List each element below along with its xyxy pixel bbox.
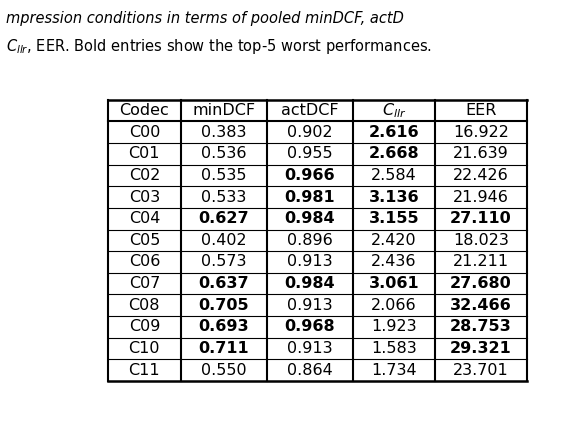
Text: 0.955: 0.955	[287, 146, 333, 161]
Text: Codec: Codec	[119, 103, 169, 118]
Text: C09: C09	[129, 319, 160, 335]
Text: 3.155: 3.155	[369, 211, 419, 226]
Text: 22.426: 22.426	[453, 168, 509, 183]
Text: 0.627: 0.627	[199, 211, 249, 226]
Text: 27.680: 27.680	[450, 276, 512, 291]
Text: 2.436: 2.436	[371, 255, 416, 270]
Text: 0.550: 0.550	[201, 363, 247, 378]
Text: C01: C01	[129, 146, 160, 161]
Text: 3.061: 3.061	[369, 276, 419, 291]
Text: 0.711: 0.711	[199, 341, 249, 356]
Text: 2.584: 2.584	[371, 168, 417, 183]
Text: mpression conditions in terms of pooled minDCF, actD: mpression conditions in terms of pooled …	[6, 11, 404, 26]
Text: 0.573: 0.573	[201, 255, 247, 270]
Text: 21.639: 21.639	[453, 146, 509, 161]
Text: 3.136: 3.136	[369, 190, 419, 205]
Text: 21.946: 21.946	[453, 190, 509, 205]
Text: minDCF: minDCF	[192, 103, 256, 118]
Text: 16.922: 16.922	[453, 125, 509, 140]
Text: $C_{llr}$, EER. Bold entries show the top-5 worst performances.: $C_{llr}$, EER. Bold entries show the to…	[6, 37, 432, 55]
Text: 0.533: 0.533	[201, 190, 247, 205]
Text: 27.110: 27.110	[450, 211, 512, 226]
Text: C00: C00	[129, 125, 160, 140]
Text: C02: C02	[129, 168, 160, 183]
Text: 2.616: 2.616	[369, 125, 419, 140]
Text: 2.066: 2.066	[371, 298, 417, 313]
Text: 0.966: 0.966	[285, 168, 335, 183]
Text: 1.923: 1.923	[371, 319, 417, 335]
Text: 0.693: 0.693	[199, 319, 249, 335]
Text: 0.896: 0.896	[287, 233, 333, 248]
Text: 0.864: 0.864	[287, 363, 333, 378]
Text: 0.536: 0.536	[201, 146, 247, 161]
Text: 1.583: 1.583	[371, 341, 417, 356]
Text: 21.211: 21.211	[453, 255, 509, 270]
Text: C03: C03	[129, 190, 160, 205]
Text: C08: C08	[129, 298, 160, 313]
Text: C10: C10	[129, 341, 160, 356]
Text: 0.902: 0.902	[287, 125, 333, 140]
Text: 32.466: 32.466	[450, 298, 512, 313]
Text: 29.321: 29.321	[450, 341, 512, 356]
Text: 2.668: 2.668	[369, 146, 419, 161]
Text: C07: C07	[129, 276, 160, 291]
Text: actDCF: actDCF	[281, 103, 339, 118]
Text: 0.535: 0.535	[201, 168, 247, 183]
Text: 23.701: 23.701	[453, 363, 509, 378]
Text: 0.705: 0.705	[199, 298, 249, 313]
Text: C06: C06	[129, 255, 160, 270]
Text: C05: C05	[129, 233, 160, 248]
Text: 0.402: 0.402	[201, 233, 247, 248]
Text: 0.913: 0.913	[287, 341, 333, 356]
Text: 0.637: 0.637	[199, 276, 249, 291]
Text: 0.984: 0.984	[285, 211, 335, 226]
Text: 0.968: 0.968	[285, 319, 335, 335]
Text: C04: C04	[129, 211, 160, 226]
Text: 0.981: 0.981	[285, 190, 335, 205]
Text: $C_{llr}$: $C_{llr}$	[382, 101, 406, 120]
Text: EER: EER	[465, 103, 496, 118]
Text: 2.420: 2.420	[371, 233, 417, 248]
Text: 0.984: 0.984	[285, 276, 335, 291]
Text: 0.913: 0.913	[287, 255, 333, 270]
Text: 0.913: 0.913	[287, 298, 333, 313]
Text: 1.734: 1.734	[371, 363, 417, 378]
Text: 28.753: 28.753	[450, 319, 512, 335]
Text: C11: C11	[129, 363, 160, 378]
Text: 18.023: 18.023	[453, 233, 509, 248]
Text: 0.383: 0.383	[201, 125, 247, 140]
